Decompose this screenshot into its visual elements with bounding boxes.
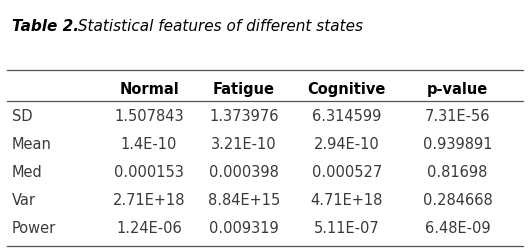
Text: Var: Var	[12, 193, 36, 207]
Text: 1.24E-06: 1.24E-06	[116, 220, 182, 235]
Text: 1.373976: 1.373976	[209, 109, 279, 124]
Text: 0.81698: 0.81698	[427, 165, 488, 180]
Text: 5.11E-07: 5.11E-07	[314, 220, 379, 235]
Text: Mean: Mean	[12, 137, 52, 152]
Text: 2.94E-10: 2.94E-10	[314, 137, 379, 152]
Text: 6.48E-09: 6.48E-09	[425, 220, 490, 235]
Text: 0.000527: 0.000527	[312, 165, 382, 180]
Text: 0.000398: 0.000398	[209, 165, 279, 180]
Text: Power: Power	[12, 220, 56, 235]
Text: Cognitive: Cognitive	[307, 81, 386, 96]
Text: 0.000153: 0.000153	[114, 165, 184, 180]
Text: SD: SD	[12, 109, 32, 124]
Text: p-value: p-value	[427, 81, 488, 96]
Text: 8.84E+15: 8.84E+15	[208, 193, 280, 207]
Text: 0.284668: 0.284668	[422, 193, 492, 207]
Text: 1.4E-10: 1.4E-10	[121, 137, 177, 152]
Text: 2.71E+18: 2.71E+18	[113, 193, 186, 207]
Text: 4.71E+18: 4.71E+18	[311, 193, 383, 207]
Text: 1.507843: 1.507843	[114, 109, 184, 124]
Text: Fatigue: Fatigue	[213, 81, 275, 96]
Text: 6.314599: 6.314599	[312, 109, 382, 124]
Text: Med: Med	[12, 165, 43, 180]
Text: Table 2.: Table 2.	[12, 19, 79, 34]
Text: 0.939891: 0.939891	[423, 137, 492, 152]
Text: Normal: Normal	[119, 81, 179, 96]
Text: Statistical features of different states: Statistical features of different states	[73, 19, 363, 34]
Text: 7.31E-56: 7.31E-56	[425, 109, 490, 124]
Text: 3.21E-10: 3.21E-10	[211, 137, 277, 152]
Text: 0.009319: 0.009319	[209, 220, 279, 235]
